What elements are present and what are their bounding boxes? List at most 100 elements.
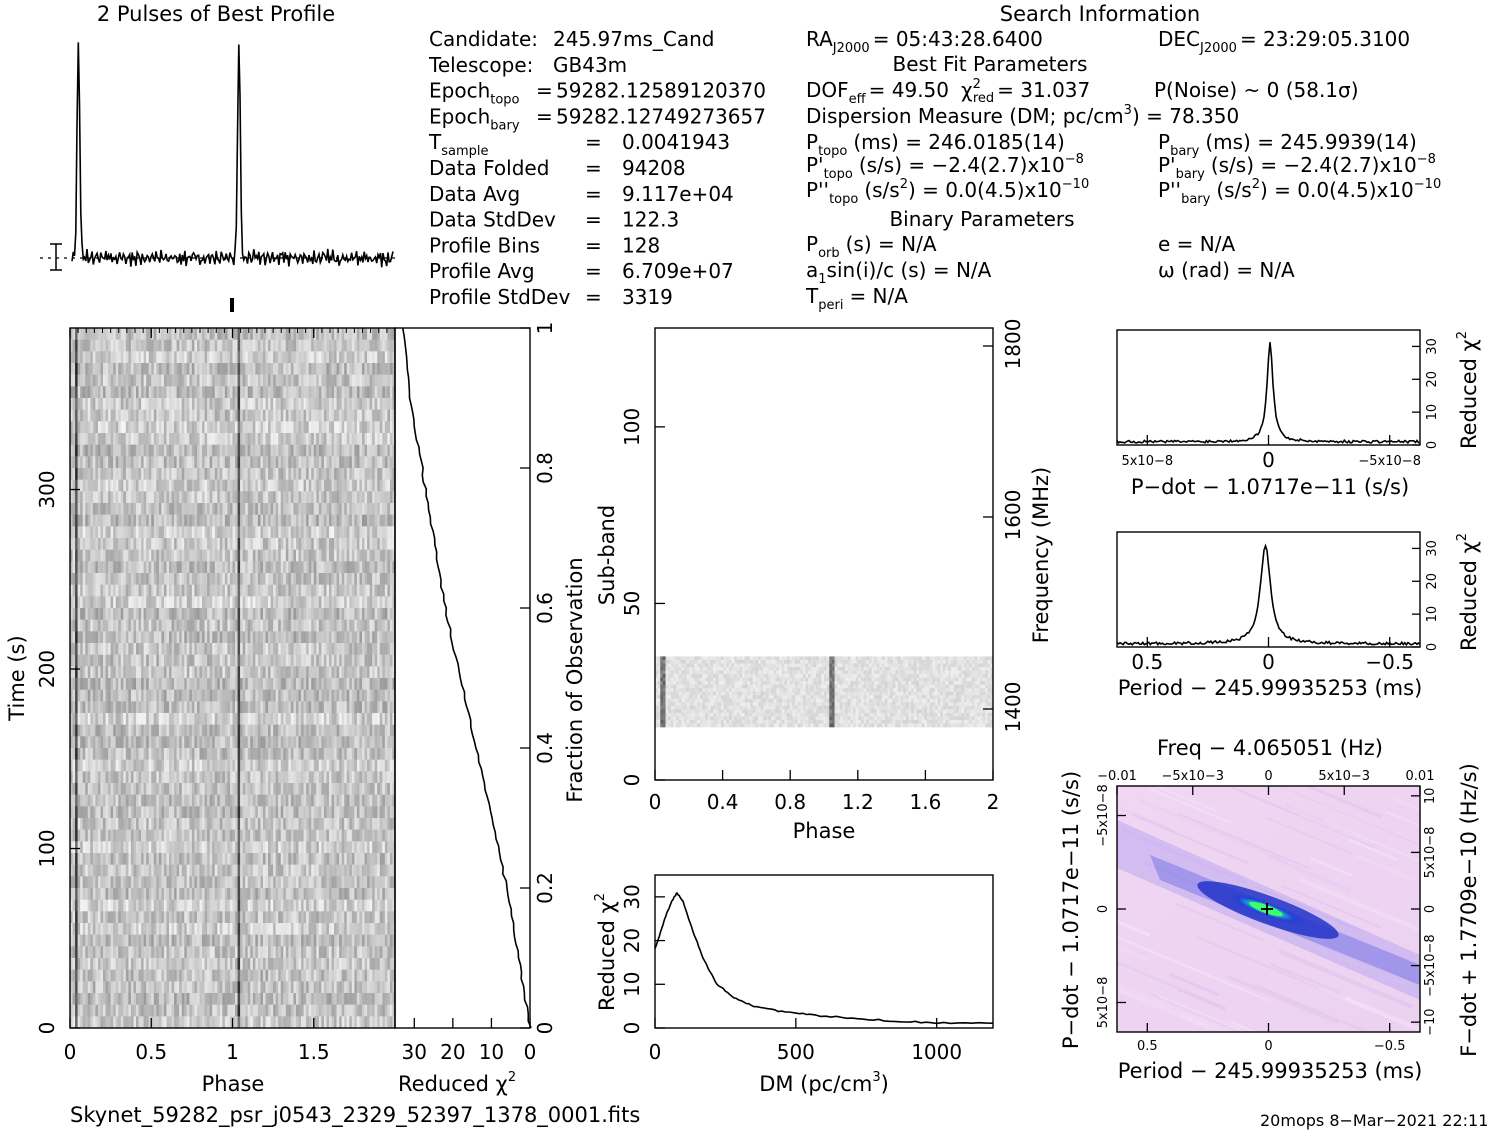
heat-cell xyxy=(163,549,167,562)
heat-cell xyxy=(224,538,228,550)
heat-cell xyxy=(285,409,289,422)
heat-cell xyxy=(189,701,193,714)
heat-cell xyxy=(379,479,383,492)
heat-cell xyxy=(209,654,213,667)
heat-cell xyxy=(95,374,99,387)
heat-cell xyxy=(118,631,122,644)
heat-cell xyxy=(77,514,81,527)
heat-cell xyxy=(199,654,203,667)
heat-cell xyxy=(384,398,388,410)
heat-cell xyxy=(321,328,325,340)
heat-cell xyxy=(184,363,188,375)
heat-cell xyxy=(158,631,162,644)
heat-cell xyxy=(273,643,276,655)
heat-cell xyxy=(133,666,137,679)
info-left-label: Epochtopo xyxy=(429,79,520,108)
heat-cell xyxy=(199,479,203,492)
heat-cell xyxy=(255,724,259,737)
heat-cell xyxy=(97,748,101,760)
heat-cell xyxy=(87,689,91,702)
heat-cell xyxy=(384,328,388,340)
heat-cell xyxy=(115,526,119,539)
heat-cell xyxy=(166,736,170,749)
heat-cell xyxy=(176,433,180,445)
heat-cell xyxy=(153,398,157,410)
heat-cell xyxy=(82,596,86,609)
heat-cell xyxy=(262,398,266,410)
heat-cell xyxy=(196,374,200,387)
heat-cell xyxy=(326,748,330,760)
heat-cell xyxy=(143,678,147,690)
heat-cell xyxy=(166,386,170,399)
heat-cell xyxy=(179,608,183,620)
heat-cell xyxy=(344,584,348,597)
heat-cell xyxy=(158,748,162,760)
heat-cell xyxy=(298,713,302,725)
heat-cell xyxy=(237,643,241,655)
heat-cell xyxy=(252,526,256,539)
heat-cell xyxy=(196,514,200,527)
heat-cell xyxy=(148,748,152,760)
heat-cell xyxy=(217,654,221,667)
heat-cell xyxy=(278,678,282,690)
heat-cell xyxy=(318,689,322,702)
ecc-label: e = N/A xyxy=(1158,232,1235,256)
heat-cell xyxy=(316,363,320,375)
heat-cell xyxy=(80,456,83,469)
heat-cell xyxy=(392,759,396,772)
heat-cell xyxy=(295,479,299,492)
heat-cell xyxy=(374,503,378,515)
heat-cell xyxy=(153,713,157,725)
heat-cell xyxy=(146,351,150,364)
heat-cell xyxy=(138,386,142,399)
heat-cell xyxy=(379,374,383,387)
heat-cell xyxy=(361,713,365,725)
heat-cell xyxy=(171,351,175,364)
heat-cell xyxy=(237,409,241,422)
heat-cell xyxy=(341,538,345,550)
heat-cell xyxy=(379,748,383,760)
heat-cell xyxy=(240,328,243,340)
heat-cell xyxy=(364,701,368,714)
heat-cell xyxy=(77,526,81,539)
heat-cell xyxy=(87,328,91,340)
heat-cell xyxy=(265,479,269,492)
heat-cell xyxy=(374,736,378,749)
heat-cell xyxy=(179,759,183,772)
heat-cell xyxy=(204,339,208,352)
heat-cell xyxy=(323,608,327,620)
heat-cell xyxy=(77,351,81,364)
heat-cell xyxy=(288,386,292,399)
heat-cell xyxy=(349,374,353,387)
heat-cell xyxy=(125,643,129,655)
heat-cell xyxy=(196,654,200,667)
heat-cell xyxy=(247,713,251,725)
heat-cell xyxy=(273,386,276,399)
heat-cell xyxy=(212,433,216,445)
heat-cell xyxy=(356,514,360,527)
heat-cell xyxy=(110,538,114,550)
heat-cell xyxy=(103,701,106,714)
heat-cell xyxy=(356,491,360,504)
heat-cell xyxy=(176,363,180,375)
heat-cell xyxy=(82,479,86,492)
heat-cell xyxy=(120,666,124,679)
heat-cell xyxy=(232,549,236,562)
heat-cell xyxy=(80,631,83,644)
heat-cell xyxy=(351,491,355,504)
heat-cell xyxy=(204,724,208,737)
heat-cell xyxy=(313,514,317,527)
heat-cell xyxy=(207,573,210,585)
heat-cell xyxy=(311,468,315,480)
heat-cell xyxy=(311,339,315,352)
heat-cell xyxy=(359,619,363,632)
heat-cell xyxy=(212,736,216,749)
heat-cell xyxy=(105,444,109,457)
tperi-label: Tperi = N/A xyxy=(805,284,908,313)
heat-cell xyxy=(392,468,396,480)
heat-cell xyxy=(196,398,200,410)
heat-cell xyxy=(283,409,287,422)
heat-cell xyxy=(120,351,124,364)
heat-cell xyxy=(72,771,76,784)
heat-cell xyxy=(113,351,116,364)
